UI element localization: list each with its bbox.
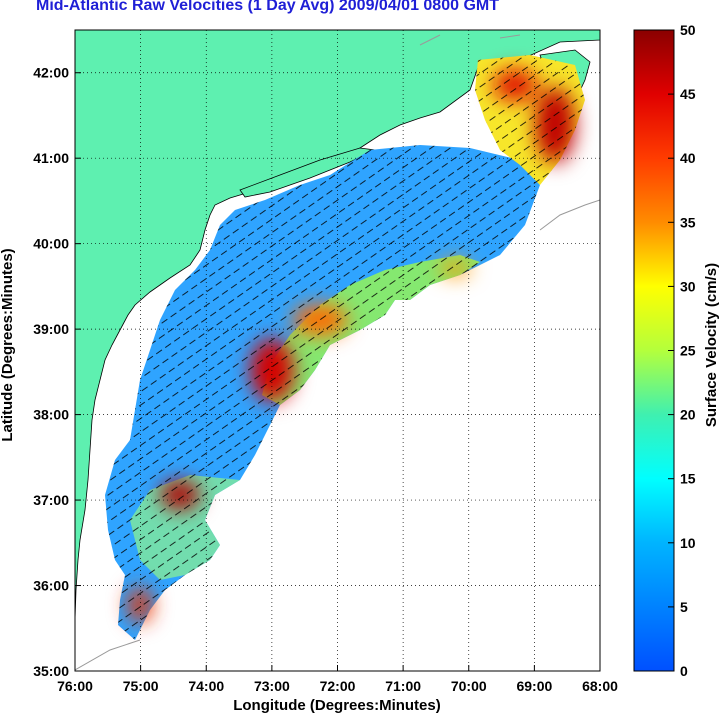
grid-lines [75, 30, 600, 671]
colorbar-tick-label: 30 [680, 278, 696, 294]
x-tick-label: 68:00 [582, 678, 618, 694]
colorbar-tick-label: 50 [680, 22, 696, 38]
velocity-arrows [105, 55, 585, 640]
x-tick-label: 74:00 [188, 678, 224, 694]
colorbar-tick-label: 25 [680, 343, 696, 359]
y-tick-label: 42:00 [33, 65, 69, 81]
colorbar-tick-label: 45 [680, 86, 696, 102]
colorbar-tick-label: 0 [680, 663, 688, 679]
y-tick-label: 40:00 [33, 236, 69, 252]
x-axis-label: Longitude (Degrees:Minutes) [233, 697, 441, 714]
x-tick-label: 70:00 [451, 678, 487, 694]
colorbar-tick-label: 5 [680, 599, 688, 615]
x-tick-label: 75:00 [123, 678, 159, 694]
colorbar-ticks: 0 5 10 15 20 25 30 35 40 45 50 [668, 22, 696, 679]
y-tick-label: 37:00 [33, 492, 69, 508]
x-tick-label: 71:00 [385, 678, 421, 694]
y-axis-label: Latitude (Degrees:Minutes) [0, 248, 16, 441]
x-tick-label: 69:00 [516, 678, 552, 694]
y-tick-label: 41:00 [33, 150, 69, 166]
y-tick-label: 39:00 [33, 321, 69, 337]
colorbar-tick-label: 40 [680, 150, 696, 166]
x-tick-label: 73:00 [254, 678, 290, 694]
y-tick-label: 35:00 [33, 663, 69, 679]
y-axis-ticks: 35:00 36:00 37:00 38:00 39:00 40:00 41:00 42:00 [33, 65, 81, 679]
colorbar-tick-label: 20 [680, 407, 696, 423]
x-axis-ticks: 76:00 75:00 74:00 73:00 72:00 71:00 70:00 69:00… [57, 665, 618, 694]
land-mass [75, 30, 600, 621]
colorbar-label: Surface Velocity (cm/s) [703, 263, 720, 427]
colorbar-tick-label: 15 [680, 471, 696, 487]
colorbar-tick-label: 35 [680, 214, 696, 230]
colorbar [633, 29, 675, 672]
y-tick-label: 36:00 [33, 578, 69, 594]
x-tick-label: 76:00 [57, 678, 93, 694]
bathymetry-contour [75, 34, 600, 671]
y-tick-label: 38:00 [33, 407, 69, 423]
chart-title: Mid-Atlantic Raw Velocities (1 Day Avg) … [36, 0, 499, 14]
colorbar-tick-label: 10 [680, 535, 696, 551]
x-tick-label: 72:00 [320, 678, 356, 694]
